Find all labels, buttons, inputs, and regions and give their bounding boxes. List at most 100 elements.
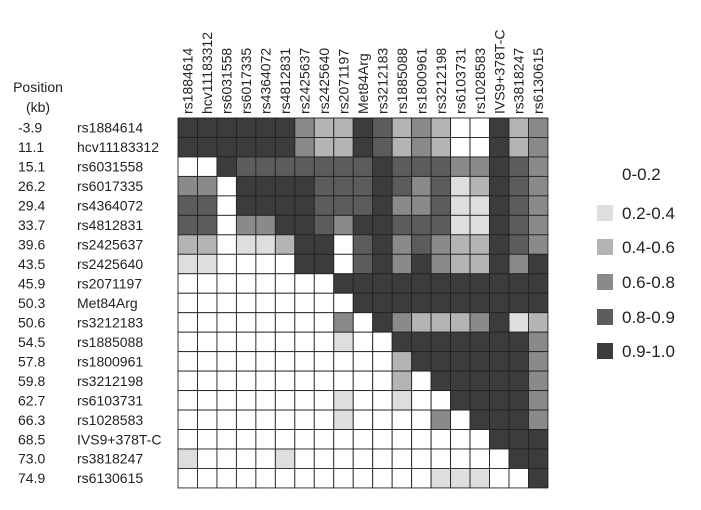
heatmap-cell	[469, 234, 490, 255]
heatmap-cell	[333, 448, 354, 469]
row-snp-label: rs6103731	[77, 392, 143, 408]
heatmap-cell	[216, 273, 237, 294]
heatmap-cell	[411, 409, 432, 430]
column-label: rs2425637	[297, 48, 313, 114]
row-position-label: 43.5	[18, 256, 45, 272]
heatmap-cell	[177, 214, 198, 236]
heatmap-cell	[528, 448, 549, 469]
heatmap-cell	[255, 468, 276, 489]
heatmap-cell	[430, 390, 452, 411]
heatmap-cell	[313, 370, 335, 392]
heatmap-cell	[274, 137, 296, 158]
column-label: rs1800961	[413, 48, 429, 114]
heatmap-cell	[528, 234, 549, 255]
row-position-label: 29.4	[18, 198, 45, 214]
heatmap-cell	[177, 195, 198, 216]
heatmap-cell	[508, 214, 529, 236]
heatmap-cell	[235, 156, 257, 177]
heatmap-cell	[372, 137, 393, 158]
heatmap-cell	[313, 351, 335, 372]
heatmap-cell	[430, 156, 452, 177]
heatmap-cell	[489, 312, 510, 333]
row-position-label: 50.3	[18, 295, 45, 311]
legend: 0-0.2 0.2-0.4 0.4-0.6 0.6-0.8 0.8-0.9 0.9-1.0	[597, 165, 675, 361]
heatmap-cell	[177, 137, 198, 158]
heatmap-cell	[197, 331, 218, 353]
column-label: rs1028583	[472, 48, 488, 114]
heatmap-cell	[294, 331, 315, 353]
heatmap-cell	[177, 175, 198, 197]
heatmap-cell	[177, 409, 198, 430]
heatmap-cell	[333, 351, 354, 372]
heatmap-cell	[469, 273, 490, 294]
heatmap-cell	[177, 429, 198, 450]
heatmap-cell	[508, 156, 529, 177]
heatmap-cell	[255, 370, 276, 392]
column-label: rs4364072	[258, 48, 274, 114]
heatmap-cell	[294, 175, 315, 197]
heatmap-cell	[508, 234, 529, 255]
column-label: Met84Arg	[355, 53, 371, 114]
row-position-labels: -3.9 11.1 15.1 26.2 29.4 33.7 39.6 43.5 45.9 50.3…	[18, 120, 45, 486]
heatmap-cell	[469, 429, 490, 450]
heatmap-cell	[255, 253, 276, 275]
heatmap-cell	[216, 292, 237, 314]
column-label: rs3818247	[511, 48, 527, 114]
heatmap-cell	[450, 468, 471, 489]
heatmap-cell	[411, 195, 432, 216]
heatmap-cell	[352, 156, 374, 177]
heatmap-cell	[430, 195, 452, 216]
heatmap-cell	[411, 234, 432, 255]
heatmap-cell	[450, 429, 471, 450]
heatmap-cell	[197, 292, 218, 314]
column-labels: rs1884614 hcv11183312 rs6031558 rs6017335 rs…	[180, 30, 546, 114]
heatmap-cell	[411, 390, 432, 411]
row-position-label: 39.6	[18, 237, 45, 253]
heatmap-cell	[274, 390, 296, 411]
heatmap-cell	[391, 117, 413, 138]
heatmap-cell	[216, 331, 237, 353]
heatmap-cell	[430, 175, 452, 197]
heatmap-cell	[255, 351, 276, 372]
heatmap-cell	[274, 409, 296, 430]
heatmap-cell	[430, 292, 452, 314]
heatmap-cell	[528, 273, 549, 294]
heatmap-cell	[372, 292, 393, 314]
heatmap-cell	[528, 195, 549, 216]
heatmap-cell	[372, 214, 393, 236]
heatmap-cell	[177, 390, 198, 411]
heatmap-cell	[508, 351, 529, 372]
heatmap-cell	[411, 214, 432, 236]
row-snp-label: rs6017335	[77, 178, 143, 194]
heatmap-cell	[469, 156, 490, 177]
heatmap-cell	[333, 234, 354, 255]
heatmap-cell	[177, 292, 198, 314]
heatmap-cell	[274, 351, 296, 372]
heatmap-cell	[313, 156, 335, 177]
heatmap-cell	[528, 214, 549, 236]
heatmap-cell	[411, 312, 432, 333]
heatmap-cell	[313, 273, 335, 294]
heatmap-cell	[333, 273, 354, 294]
heatmap-cell	[313, 137, 335, 158]
heatmap-cell	[469, 253, 490, 275]
heatmap-cell	[528, 253, 549, 275]
heatmap-cell	[430, 448, 452, 469]
legend-swatch	[597, 239, 613, 255]
heatmap-cell	[372, 175, 393, 197]
heatmap-cell	[313, 234, 335, 255]
heatmap-cell	[294, 370, 315, 392]
heatmap-cell	[274, 331, 296, 353]
heatmap-cell	[411, 370, 432, 392]
heatmap-cell	[372, 331, 393, 353]
heatmap-cell	[391, 429, 413, 450]
heatmap-cell	[411, 468, 432, 489]
heatmap-cell	[528, 390, 549, 411]
heatmap-cell	[450, 370, 471, 392]
heatmap-cell	[391, 214, 413, 236]
legend-swatch	[597, 343, 613, 359]
heatmap-cell	[372, 351, 393, 372]
legend-label: 0.2-0.4	[622, 204, 675, 223]
heatmap-cell	[197, 370, 218, 392]
row-snp-label: Met84Arg	[77, 295, 138, 311]
